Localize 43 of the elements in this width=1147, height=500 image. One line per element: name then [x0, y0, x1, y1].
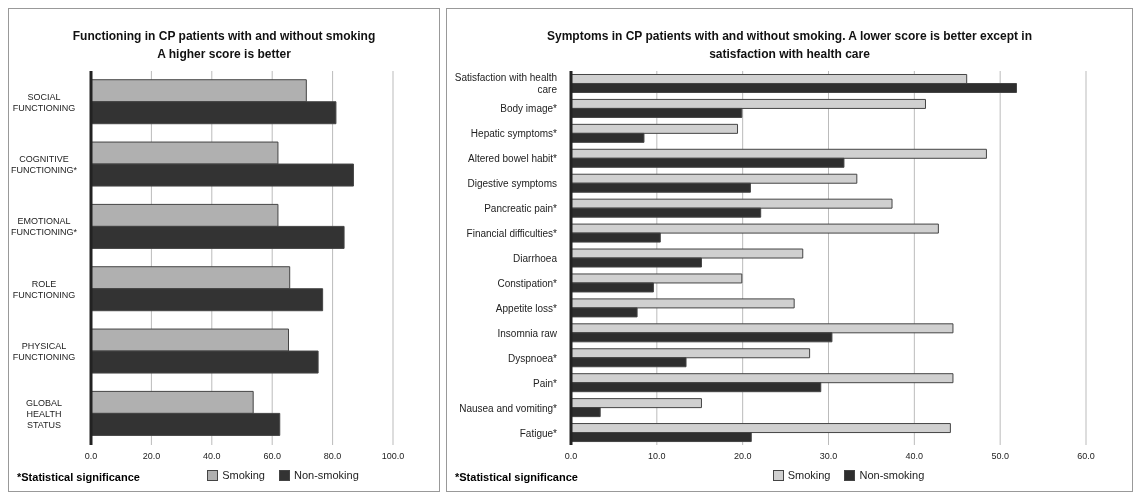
- y-tick-label: SOCIAL FUNCTIONING: [12, 91, 76, 113]
- x-tick-label: 50.0: [991, 451, 1009, 462]
- y-tick-label: Nausea and vomiting*: [459, 402, 558, 414]
- y-tick-label: Insomnia raw: [497, 327, 558, 339]
- text: *Statistical significance: [455, 471, 578, 483]
- y-tick-label: Pain*: [533, 377, 558, 389]
- legend-label: Smoking: [221, 469, 265, 481]
- chart-title: Symptoms in CP patients with and without smoking. A lower score is better except in satisfaction with health care: [546, 28, 1033, 63]
- x-tick-label: 40.0: [905, 451, 924, 462]
- x-tick-label: 30.0: [819, 451, 838, 462]
- y-tick-label: Satisfaction with health care: [454, 71, 558, 95]
- legend-label: Non-smoking: [293, 469, 359, 481]
- x-tick-label: 100.0: [381, 451, 405, 462]
- chart-subtitle: A higher score is better: [156, 46, 292, 63]
- y-tick-label: EMOTIONAL FUNCTIONING*: [11, 216, 78, 238]
- legend-label: Non-smoking: [858, 469, 925, 481]
- y-tick-label: ROLE FUNCTIONING: [12, 278, 76, 300]
- y-tick-label: Altered bowel habit*: [468, 152, 558, 164]
- y-tick-label: PHYSICAL FUNCTIONING: [12, 341, 76, 362]
- x-tick-label: 0.0: [84, 451, 98, 462]
- y-tick-label: Financial difficulties*: [466, 227, 558, 239]
- y-tick-label: Constipation*: [497, 277, 558, 289]
- legend-label: Smoking: [786, 469, 831, 481]
- y-tick-label: Diarrhoea: [513, 252, 558, 264]
- y-tick-label: GLOBAL HEALTH STATUS: [25, 397, 63, 430]
- y-tick-label: Fatigue*: [519, 427, 558, 439]
- text: *Statistical significance: [17, 471, 140, 483]
- x-tick-label: 0.0: [564, 451, 578, 462]
- x-tick-label: 20.0: [733, 451, 752, 462]
- x-tick-label: 10.0: [648, 451, 666, 462]
- y-tick-label: Body image*: [500, 102, 558, 114]
- y-tick-label: Digestive symptoms: [467, 177, 557, 189]
- y-tick-label: Dyspnoea*: [508, 352, 558, 364]
- y-tick-label: Pancreatic pain*: [484, 202, 558, 214]
- y-tick-label: COGNITIVE FUNCTIONING*: [11, 154, 78, 175]
- x-tick-label: 80.0: [323, 451, 342, 462]
- x-tick-label: 60.0: [263, 451, 281, 462]
- x-tick-label: 60.0: [1077, 451, 1095, 462]
- x-tick-label: 20.0: [142, 451, 161, 462]
- y-tick-label: Appetite loss*: [495, 302, 558, 314]
- chart-title: Functioning in CP patients with and without smoking: [71, 28, 377, 45]
- x-tick-label: 40.0: [203, 451, 221, 462]
- y-tick-label: Hepatic symptoms*: [470, 127, 558, 139]
